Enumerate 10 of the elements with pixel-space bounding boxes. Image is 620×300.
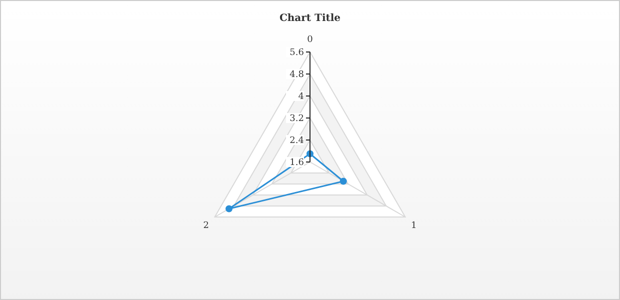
y-tick-label: 4.8 [290, 70, 304, 80]
spoke-label: 0 [307, 35, 314, 45]
spoke-label: 1 [411, 221, 417, 231]
y-tick-label: 5.6 [290, 48, 304, 58]
y-tick-label: 4 [298, 92, 304, 102]
chart-title: Chart Title [279, 13, 341, 24]
spoke-label: 2 [203, 221, 209, 231]
y-tick-label: 3.2 [290, 114, 304, 124]
y-tick-label: 1.6 [290, 158, 304, 168]
y-tick-label: 2.4 [290, 136, 304, 146]
